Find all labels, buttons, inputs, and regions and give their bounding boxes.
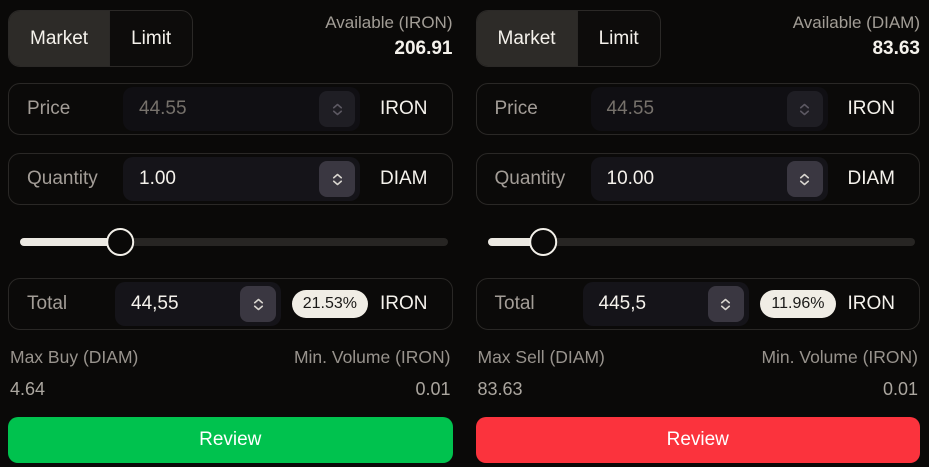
sell-review-button[interactable]: Review [475, 417, 920, 463]
tab-market[interactable]: Market [476, 11, 578, 66]
buy-review-button[interactable]: Review [8, 417, 453, 463]
stepper-up-down-icon[interactable] [240, 286, 276, 322]
total-label: Total [27, 293, 68, 314]
buy-order-type-tabs: Market Limit [8, 10, 194, 67]
available-label: Available (IRON) [325, 13, 453, 32]
buy-available: Available (IRON) 206.91 [325, 10, 452, 60]
min-volume-label: Min. Volume (IRON) [761, 347, 918, 367]
total-value[interactable]: 44,55 [131, 293, 179, 314]
sell-panel-header: Market Limit Available (DIAM) 83.63 [475, 10, 920, 67]
max-buy-value: 4.64 [10, 379, 46, 399]
stepper-up-down-icon[interactable] [319, 161, 355, 197]
stepper-up-down-icon[interactable] [707, 286, 744, 322]
sell-quantity-row: Quantity 10.00 DIAM [475, 153, 920, 205]
max-sell-label: Max Sell (DIAM) [477, 347, 605, 367]
available-value: 206.91 [394, 38, 453, 59]
available-value: 83.63 [872, 38, 920, 59]
buy-total-right: 21.53% IRON [291, 290, 428, 318]
sell-total-row: Total 445,5 11.96% IRON [475, 278, 920, 330]
sell-price-input: 44.55 [590, 87, 828, 131]
fee-percent-badge: 11.96% [760, 290, 836, 318]
slider-fill [487, 238, 550, 246]
price-asset-label: IRON [847, 98, 896, 119]
min-volume-value: 0.01 [882, 379, 918, 399]
sell-footer-stats: Max Sell (DIAM) 83.63 Min. Volume (IRON)… [478, 347, 919, 400]
buy-amount-slider[interactable] [10, 228, 451, 256]
sell-total-right: 11.96% IRON [760, 290, 895, 318]
stepper-up-down-icon[interactable] [786, 161, 823, 197]
slider-track[interactable] [20, 238, 448, 246]
max-buy-label: Max Buy (DIAM) [10, 347, 139, 367]
buy-quantity-input[interactable]: 1.00 [123, 157, 360, 201]
slider-thumb-circle[interactable] [105, 228, 134, 256]
min-volume-value: 0.01 [415, 379, 451, 399]
buy-panel: Market Limit Available (IRON) 206.91 Pri… [8, 10, 453, 467]
slider-fill [20, 238, 126, 246]
available-label: Available (DIAM) [792, 13, 920, 32]
max-sell-stat: Max Sell (DIAM) 83.63 [478, 347, 605, 400]
buy-price-input: 44.55 [123, 87, 360, 131]
quantity-asset-label: DIAM [847, 168, 896, 189]
total-asset-label: IRON [380, 293, 428, 314]
quantity-label: Quantity [27, 168, 98, 189]
quantity-value[interactable]: 10.00 [606, 168, 655, 189]
stepper-up-down-icon [786, 91, 823, 127]
slider-track[interactable] [487, 238, 915, 246]
quantity-label: Quantity [494, 168, 566, 189]
tab-limit[interactable]: Limit [598, 27, 639, 49]
buy-panel-header: Market Limit Available (IRON) 206.91 [8, 10, 453, 67]
min-volume-stat: Min. Volume (IRON) 0.01 [761, 347, 918, 400]
sell-price-row: Price 44.55 IRON [475, 83, 920, 135]
tab-limit[interactable]: Limit [131, 27, 172, 49]
total-asset-label: IRON [847, 293, 896, 314]
quantity-value[interactable]: 1.00 [139, 168, 176, 189]
sell-panel: Market Limit Available (DIAM) 83.63 Pric… [475, 10, 920, 467]
tab-market[interactable]: Market [9, 11, 111, 66]
sell-quantity-input[interactable]: 10.00 [590, 157, 828, 201]
price-label: Price [27, 98, 71, 119]
buy-total-input[interactable]: 44,55 [115, 282, 281, 326]
max-sell-value: 83.63 [477, 379, 523, 399]
sell-available: Available (DIAM) 83.63 [793, 10, 920, 60]
min-volume-label: Min. Volume (IRON) [293, 347, 451, 367]
sell-order-type-tabs: Market Limit [475, 10, 661, 67]
min-volume-stat: Min. Volume (IRON) 0.01 [294, 347, 451, 400]
total-label: Total [494, 293, 535, 314]
sell-total-input[interactable]: 445,5 [582, 282, 749, 326]
price-label: Price [494, 98, 538, 119]
buy-quantity-row: Quantity 1.00 DIAM [8, 153, 453, 205]
buy-price-row: Price 44.55 IRON [8, 83, 453, 135]
price-value: 44.55 [606, 98, 655, 119]
buy-total-row: Total 44,55 21.53% IRON [8, 278, 453, 330]
max-buy-stat: Max Buy (DIAM) 4.64 [10, 347, 138, 400]
price-asset-label: IRON [380, 98, 428, 119]
price-value: 44.55 [139, 98, 187, 119]
stepper-up-down-icon [319, 91, 355, 127]
buy-footer-stats: Max Buy (DIAM) 4.64 Min. Volume (IRON) 0… [10, 347, 451, 400]
fee-percent-badge: 21.53% [291, 290, 368, 318]
sell-amount-slider[interactable] [478, 228, 919, 256]
slider-thumb-circle[interactable] [529, 228, 558, 256]
total-value[interactable]: 445,5 [598, 293, 647, 314]
quantity-asset-label: DIAM [380, 168, 428, 189]
